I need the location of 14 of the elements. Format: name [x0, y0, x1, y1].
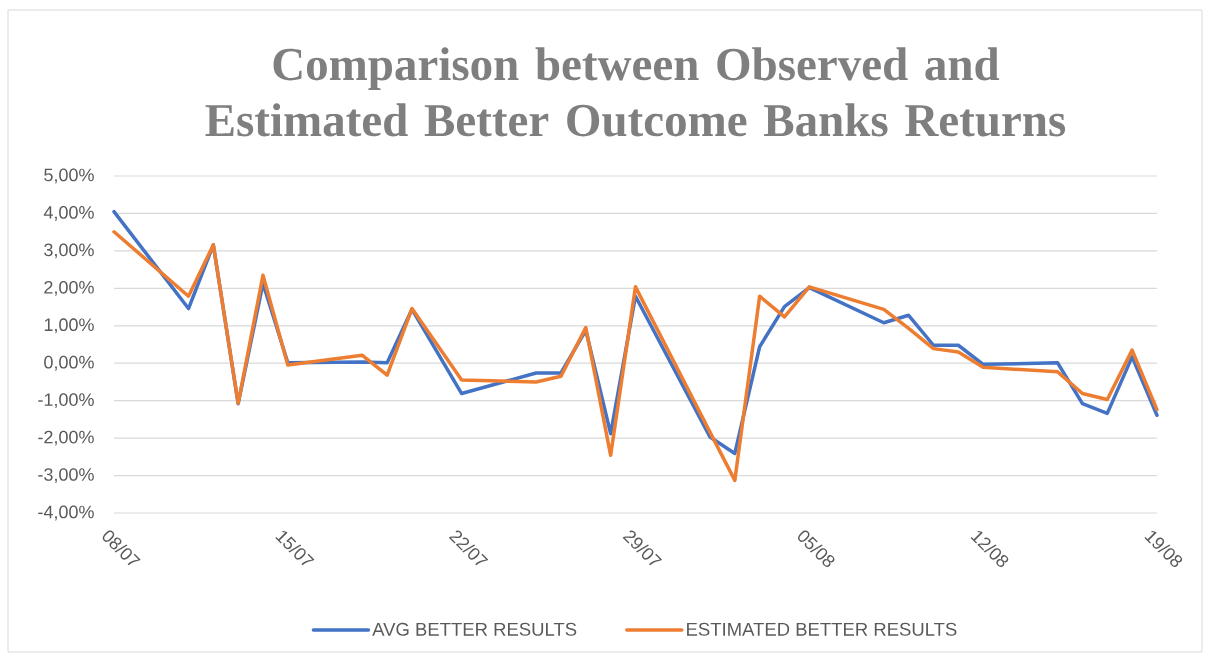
legend-label: ESTIMATED BETTER RESULTS [687, 622, 957, 636]
y-tick-label: 4,00% [43, 206, 94, 221]
y-tick-label: 0,00% [44, 355, 94, 371]
chart-title: Comparison between Observed and Estimated Better Outcome Banks Returns [205, 47, 1066, 137]
y-tick-label: -2,00% [38, 430, 94, 446]
y-tick-label: -1,00% [38, 393, 94, 409]
y-tick-label: 3,00% [44, 243, 94, 259]
y-tick-label: 2,00% [44, 280, 94, 296]
y-tick-label: 5,00% [44, 168, 94, 184]
legend-label: AVG BETTER RESULTS [372, 622, 577, 636]
line-series [112, 230, 1159, 483]
y-tick-label: -4,00% [38, 505, 94, 521]
y-tick-label: -3,00% [38, 468, 94, 483]
y-tick-label: 1,00% [44, 318, 94, 334]
